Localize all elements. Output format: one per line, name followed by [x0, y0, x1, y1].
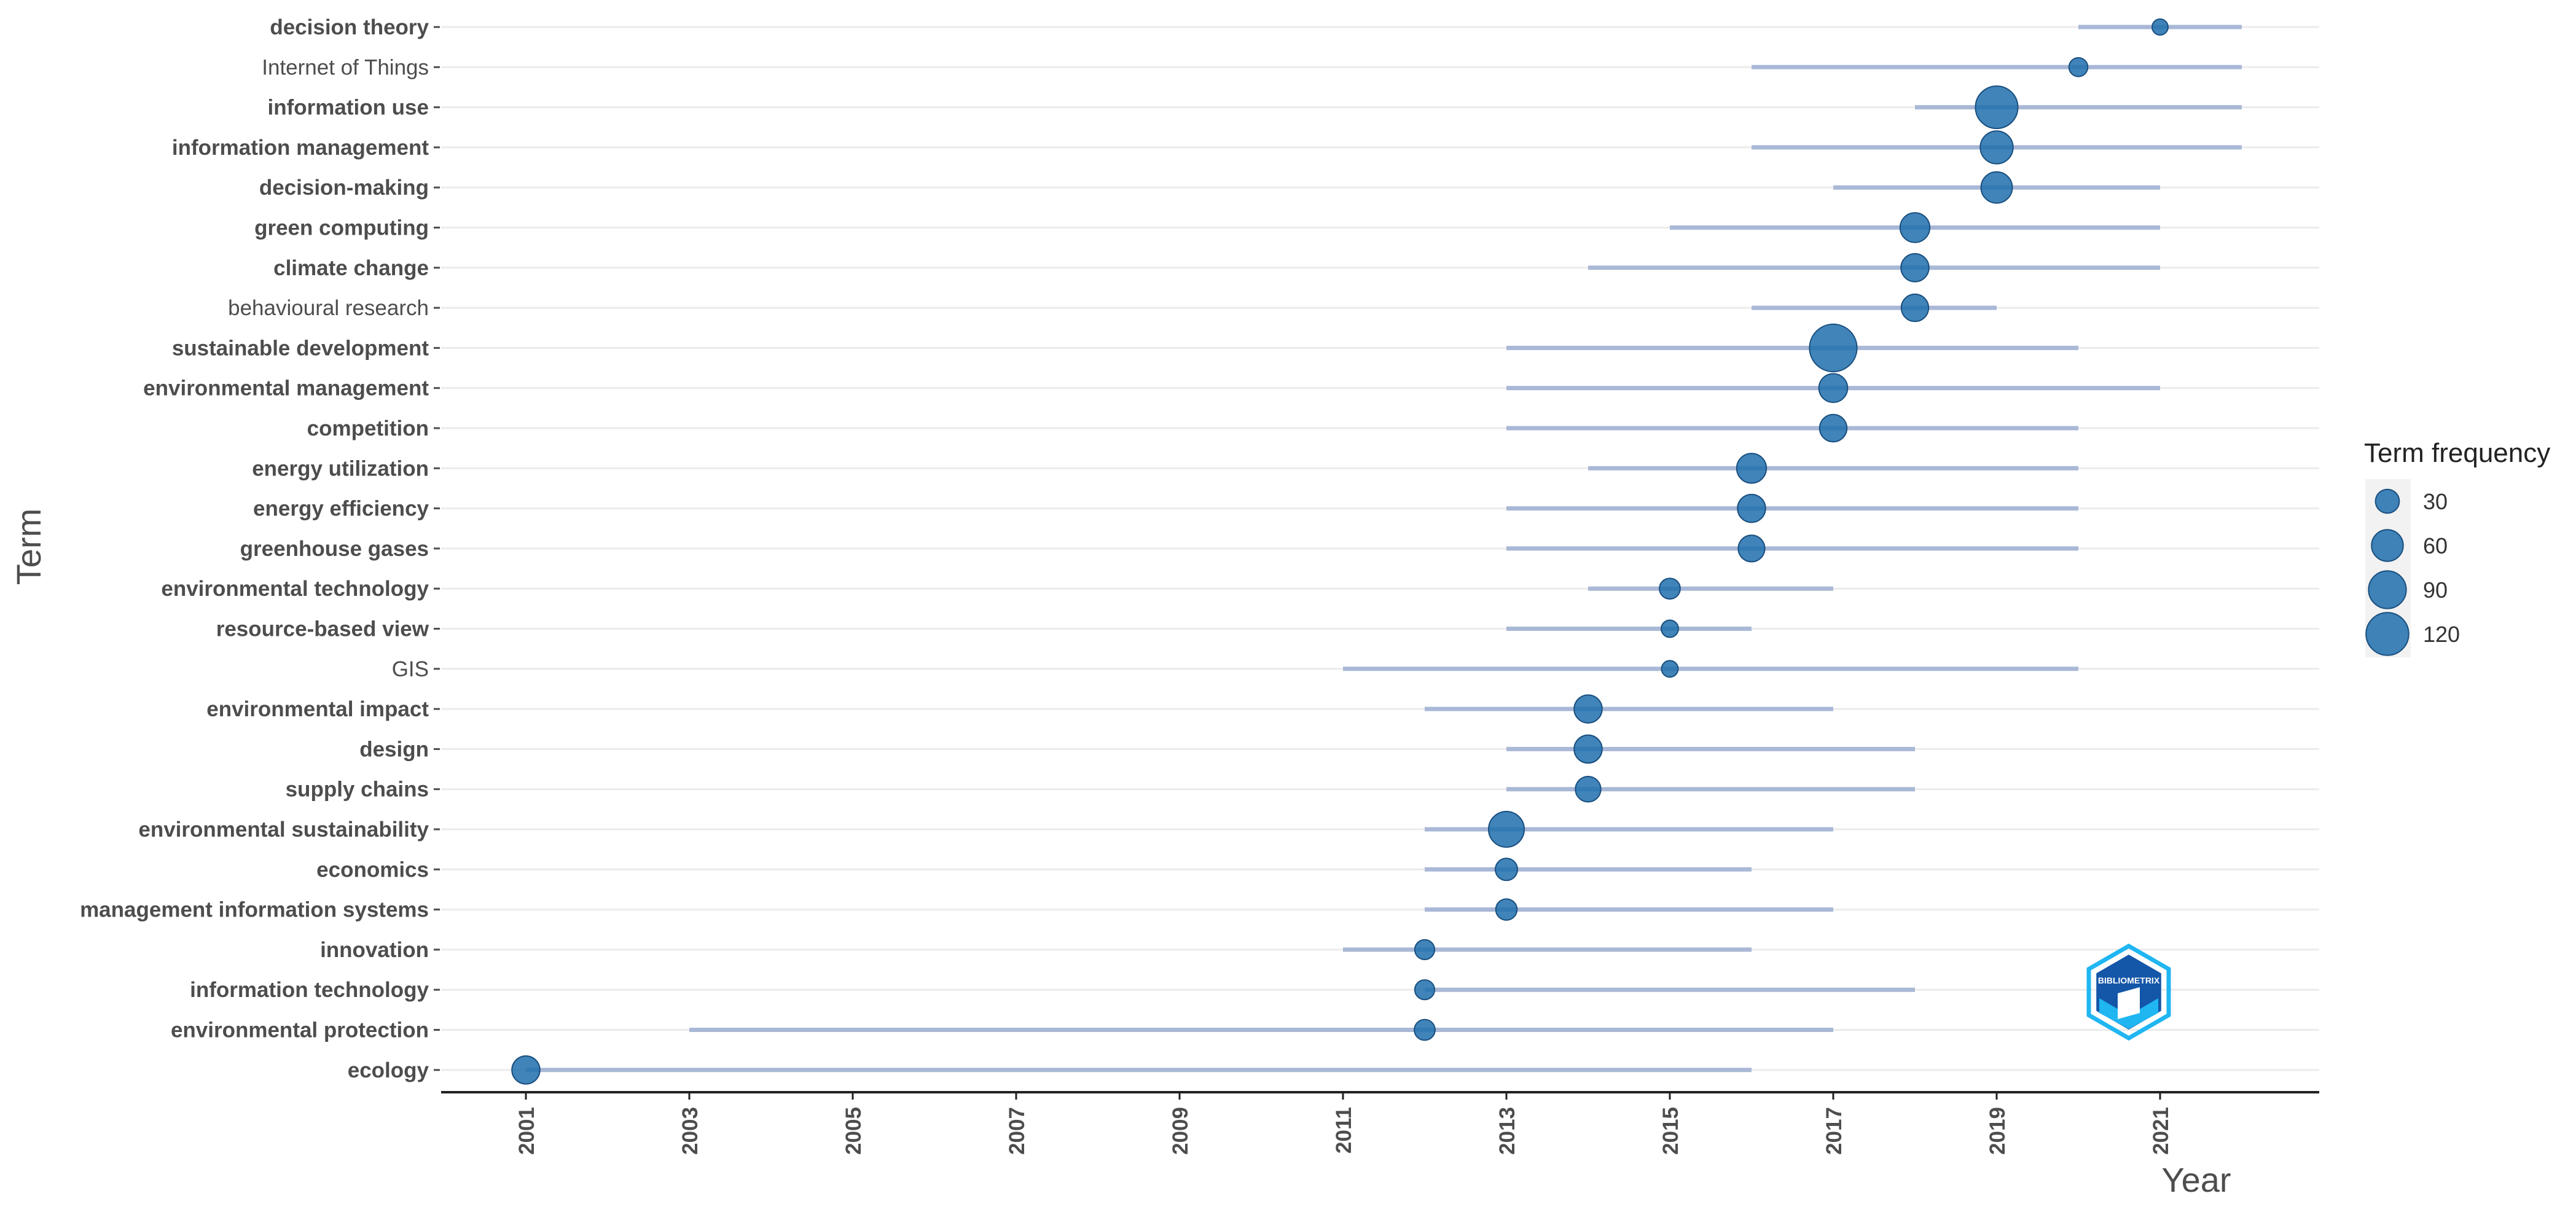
median-point — [2151, 18, 2169, 36]
median-point — [1661, 619, 1679, 638]
median-point — [1899, 212, 1931, 243]
term-label: competition — [307, 416, 429, 440]
x-tick-label: 2019 — [1986, 1107, 2010, 1155]
median-point — [1975, 85, 2019, 130]
median-point — [511, 1055, 541, 1085]
legend-key — [2374, 488, 2400, 514]
legend-label: 90 — [2423, 577, 2448, 603]
term-label: environmental technology — [161, 577, 429, 601]
median-point — [1736, 453, 1768, 484]
term-label: resource-based view — [216, 617, 429, 641]
median-point — [1900, 253, 1930, 283]
legend-key — [2368, 570, 2407, 609]
term-label: climate change — [273, 256, 429, 280]
median-points — [511, 18, 2169, 1085]
median-point — [1414, 1018, 1436, 1041]
legend: Term frequency 30 60 90 120 — [2364, 438, 2550, 657]
term-label: ecology — [348, 1058, 429, 1082]
median-point — [1573, 694, 1603, 724]
x-tick-label: 2009 — [1169, 1107, 1192, 1155]
term-label: environmental impact — [206, 697, 429, 721]
median-point — [1661, 660, 1679, 678]
legend-key — [2365, 612, 2410, 656]
term-label: innovation — [320, 938, 429, 962]
term-label: behavioural research — [228, 296, 429, 320]
term-label: decision-making — [259, 176, 429, 200]
median-point — [1495, 858, 1518, 882]
term-label: information management — [172, 136, 429, 160]
median-point — [1737, 493, 1766, 523]
x-tick-label: 2015 — [1659, 1107, 1683, 1155]
median-point — [1414, 939, 1436, 960]
median-point — [2068, 57, 2089, 77]
x-tick-label: 2013 — [1495, 1107, 1519, 1155]
term-label: design — [359, 737, 429, 761]
term-label: information use — [267, 96, 429, 120]
x-tick-label: 2005 — [842, 1107, 866, 1155]
y-axis-title: Term — [9, 509, 48, 585]
legend-label: 60 — [2423, 533, 2448, 558]
median-point — [1414, 979, 1436, 1001]
logo-wordmark: BIBLIOMETRIX — [2098, 975, 2160, 985]
term-label: Internet of Things — [262, 55, 429, 79]
term-label: green computing — [254, 216, 429, 240]
bibliometrix-logo: BIBLIOMETRIX — [2086, 943, 2171, 1041]
logo-book-shape — [2118, 987, 2140, 1019]
median-point — [1487, 810, 1525, 848]
term-label: supply chains — [286, 778, 429, 802]
legend-title: Term frequency — [2364, 438, 2550, 468]
term-label: information technology — [190, 978, 429, 1002]
term-label: greenhouse gases — [240, 537, 429, 561]
term-label: environmental management — [143, 377, 429, 401]
term-label: energy efficiency — [253, 497, 429, 521]
x-axis-title: Year — [2161, 1160, 2231, 1199]
x-tick-label: 2021 — [2149, 1107, 2173, 1155]
median-point — [1818, 373, 1849, 404]
median-point — [1573, 734, 1603, 764]
logo-outer-hexagon — [2086, 943, 2171, 1041]
x-tick-label: 2007 — [1005, 1107, 1029, 1155]
median-point — [1980, 171, 2013, 204]
median-point — [1809, 323, 1858, 373]
legend-label: 30 — [2423, 489, 2448, 514]
median-point — [1659, 577, 1681, 600]
term-label: environmental sustainability — [138, 818, 429, 842]
term-label: GIS — [392, 657, 429, 681]
logo-lower-band — [2099, 998, 2158, 1029]
median-point — [1575, 776, 1602, 803]
x-tick-label: 2003 — [678, 1107, 702, 1155]
legend-key — [2371, 529, 2404, 562]
term-labels: decision theory Internet of Things informa… — [80, 15, 440, 1082]
term-label: sustainable development — [172, 336, 429, 360]
term-label: management information systems — [80, 898, 429, 922]
x-tick-label: 2017 — [1822, 1107, 1846, 1155]
term-label: economics — [316, 858, 429, 882]
median-point — [1818, 413, 1848, 443]
term-label: decision theory — [270, 15, 429, 39]
legend-label: 120 — [2423, 622, 2460, 647]
term-label: environmental protection — [171, 1018, 429, 1042]
median-point — [1900, 293, 1930, 323]
x-tick-label: 2001 — [515, 1107, 539, 1155]
term-label: energy utilization — [252, 456, 429, 480]
median-point — [1979, 130, 2014, 165]
x-axis: 2001 2003 2005 2007 2009 2011 2013 2015 2017 2019… — [441, 1091, 2319, 1155]
median-point — [1495, 898, 1518, 921]
x-tick-label: 2011 — [1332, 1107, 1356, 1154]
median-point — [1737, 534, 1766, 563]
